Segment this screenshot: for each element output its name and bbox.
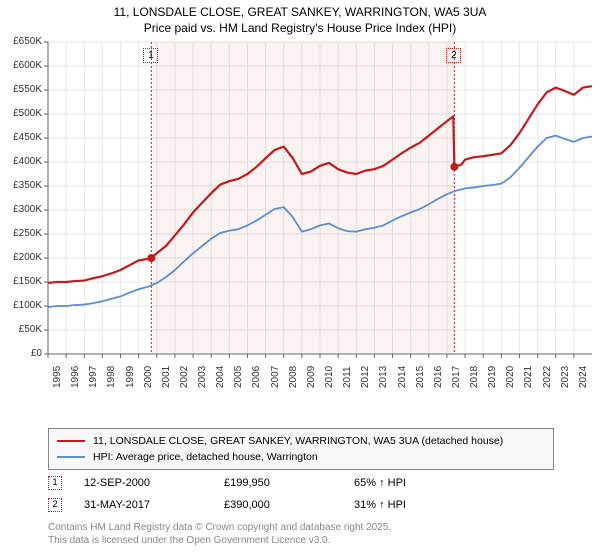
chart-area: £0 £50K £100K £150K £200K £250K £300K £350K £400… [0,38,600,420]
legend-swatch-2 [57,456,85,458]
y-tick-label: £150K [0,276,42,287]
x-tick-label: 2015 [415,366,426,388]
x-tick-label: 2002 [179,366,190,388]
x-tick-label: 2024 [578,366,589,388]
y-tick-label: £500K [0,108,42,119]
x-tick-label: 2003 [197,366,208,388]
y-tick-label: £400K [0,156,42,167]
x-tick-label: 1998 [106,366,117,388]
y-tick-label: £100K [0,300,42,311]
legend-item-2: HPI: Average price, detached house, Warr… [57,449,545,465]
chart-title: 11, LONSDALE CLOSE, GREAT SANKEY, WARRIN… [0,0,600,36]
x-tick-label: 2017 [451,366,462,388]
sale-price-1: £199,950 [224,477,354,489]
x-tick-label: 2009 [306,366,317,388]
x-tick-label: 1999 [125,366,136,388]
x-tick-label: 1995 [52,366,63,388]
sale-hpi-2: 31% ↑ HPI [354,499,494,511]
chart-svg [0,38,600,420]
x-tick-label: 2020 [505,366,516,388]
x-tick-label: 2018 [469,366,480,388]
y-tick-label: £50K [0,324,42,335]
sale-marker-box: 2 [446,48,461,63]
y-tick-label: £600K [0,60,42,71]
legend: 11, LONSDALE CLOSE, GREAT SANKEY, WARRIN… [48,428,554,470]
title-line-2: Price paid vs. HM Land Registry's House … [0,20,600,36]
sales-table: 1 12-SEP-2000 £199,950 65% ↑ HPI 2 31-MA… [48,472,554,516]
sale-marker-1: 1 [48,476,62,490]
legend-label-2: HPI: Average price, detached house, Warr… [93,451,318,463]
sale-date-1: 12-SEP-2000 [84,477,224,489]
legend-label-1: 11, LONSDALE CLOSE, GREAT SANKEY, WARRIN… [93,435,503,447]
chart-container: 11, LONSDALE CLOSE, GREAT SANKEY, WARRIN… [0,0,600,560]
sale-row-1: 1 12-SEP-2000 £199,950 65% ↑ HPI [48,472,554,494]
sale-marker-box: 1 [143,48,158,63]
sale-row-2: 2 31-MAY-2017 £390,000 31% ↑ HPI [48,494,554,516]
x-tick-label: 2007 [270,366,281,388]
x-tick-label: 2006 [251,366,262,388]
footer-line-1: Contains HM Land Registry data © Crown c… [48,522,554,535]
x-tick-label: 2001 [161,366,172,388]
y-tick-label: £350K [0,180,42,191]
x-tick-label: 1996 [70,366,81,388]
x-tick-label: 2016 [433,366,444,388]
x-tick-label: 2004 [215,366,226,388]
y-tick-label: £0 [0,348,42,359]
x-tick-label: 2005 [233,366,244,388]
footer: Contains HM Land Registry data © Crown c… [48,522,554,547]
sale-price-2: £390,000 [224,499,354,511]
x-tick-label: 2012 [360,366,371,388]
sale-date-2: 31-MAY-2017 [84,499,224,511]
sale-marker-2: 2 [48,498,62,512]
sale-hpi-1: 65% ↑ HPI [354,477,494,489]
legend-swatch-1 [57,440,85,442]
y-tick-label: £450K [0,132,42,143]
x-tick-label: 2023 [560,366,571,388]
y-tick-label: £250K [0,228,42,239]
title-line-1: 11, LONSDALE CLOSE, GREAT SANKEY, WARRIN… [0,4,600,20]
footer-line-2: This data is licensed under the Open Gov… [48,535,554,548]
x-tick-label: 2008 [288,366,299,388]
y-tick-label: £550K [0,84,42,95]
x-tick-label: 2013 [378,366,389,388]
x-tick-label: 1997 [88,366,99,388]
x-tick-label: 2021 [523,366,534,388]
x-tick-label: 2014 [397,366,408,388]
x-tick-label: 2000 [143,366,154,388]
x-tick-label: 2011 [342,366,353,388]
y-tick-label: £650K [0,36,42,47]
x-tick-label: 2019 [487,366,498,388]
legend-item-1: 11, LONSDALE CLOSE, GREAT SANKEY, WARRIN… [57,433,545,449]
x-tick-label: 2010 [324,366,335,388]
y-tick-label: £300K [0,204,42,215]
y-tick-label: £200K [0,252,42,263]
x-tick-label: 2022 [542,366,553,388]
